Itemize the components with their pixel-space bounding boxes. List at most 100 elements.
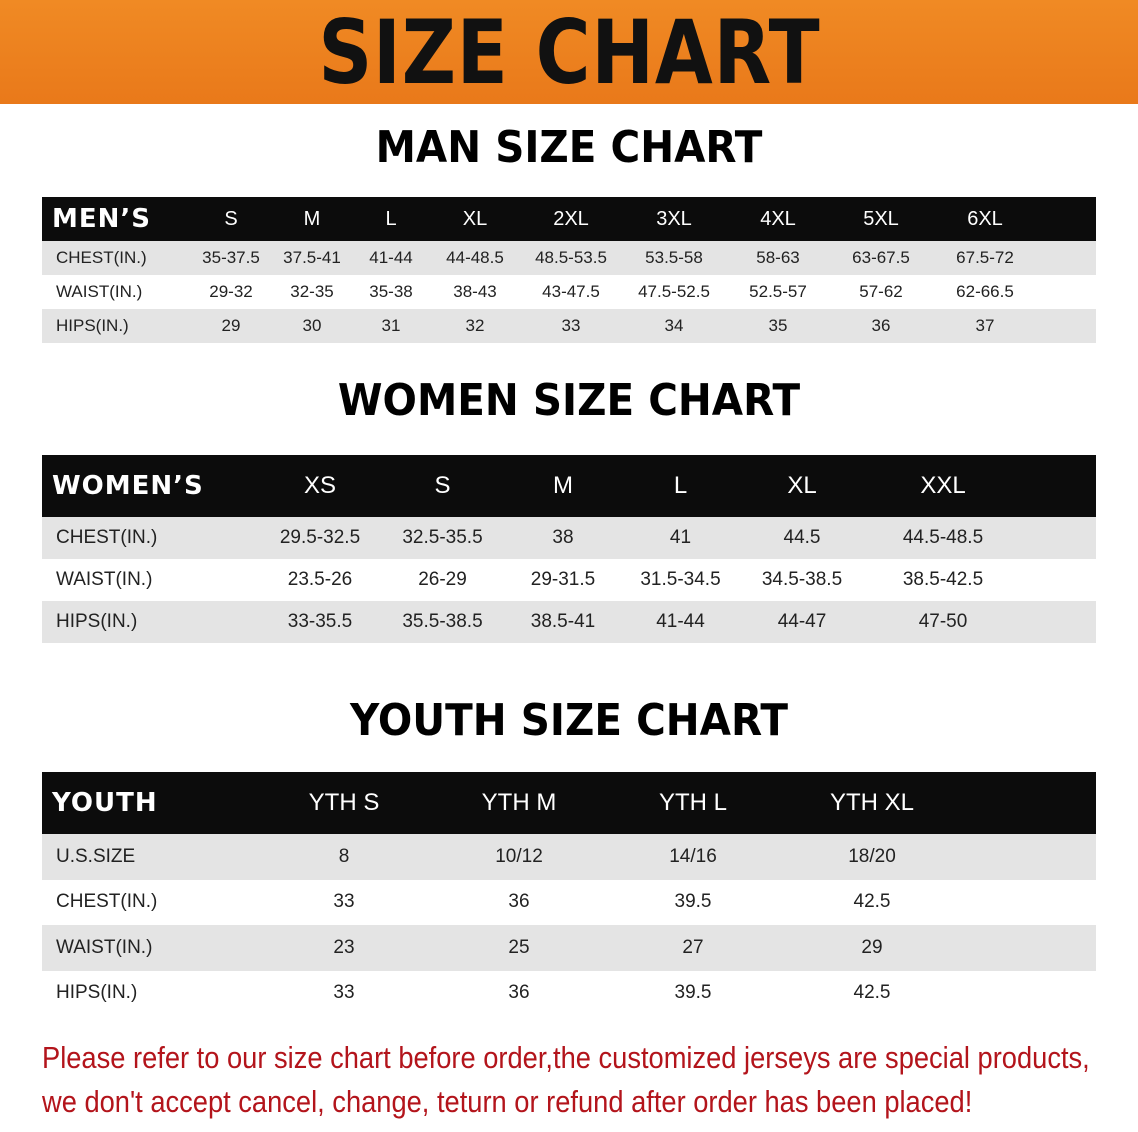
column-header: L	[385, 207, 397, 230]
table-cell: 44.5-48.5	[902, 527, 984, 548]
row-label: CHEST(IN.)	[56, 527, 158, 548]
table-cell: 29	[221, 316, 241, 335]
column-header: M	[303, 207, 321, 230]
table-cell: 37.5-41	[283, 248, 341, 267]
table-cell: 38.5-42.5	[902, 569, 984, 590]
table-cell: 33	[333, 891, 355, 913]
table-row: U.S.SIZE 8 10/12 14/16 18/20	[42, 834, 1096, 880]
table-cell: 27	[682, 936, 704, 958]
table-cell: 30	[302, 316, 322, 335]
table-cell: 48.5-53.5	[535, 248, 607, 267]
header-row: MEN’S S M L XL 2XL 3XL 4XL 5XL 6XL	[42, 197, 1096, 241]
column-header: YTH S	[308, 789, 380, 816]
table-cell: 37	[975, 316, 995, 335]
women-size-table: WOMEN’S XS S M L XL XXL CHEST(IN.) 29.5-32.5 32.5…	[42, 455, 1096, 643]
table-cell: 52.5-57	[749, 282, 807, 301]
table-cell: 34	[664, 316, 684, 335]
banner-title: SIZE CHART	[317, 0, 821, 104]
column-header: L	[673, 472, 688, 499]
table-cell: 33	[333, 982, 355, 1004]
column-header: XL	[787, 472, 817, 499]
table-cell: 47-50	[918, 611, 968, 632]
header-row: YOUTH YTH S YTH M YTH L YTH XL	[42, 772, 1096, 834]
column-header: 6XL	[967, 207, 1003, 230]
table-row: CHEST(IN.) 33 36 39.5 42.5	[42, 879, 1096, 925]
table-cell: 36	[871, 316, 891, 335]
men-size-table: MEN’S S M L XL 2XL 3XL 4XL 5XL 6XL CHEST(IN.) 35-37…	[42, 197, 1096, 343]
table-cell: 34.5-38.5	[761, 569, 843, 590]
row-label: WAIST(IN.)	[56, 282, 143, 301]
table-cell: 41-44	[369, 248, 413, 267]
table-cell: 67.5-72	[956, 248, 1014, 267]
table-row: CHEST(IN.) 35-37.5 37.5-41 41-44 44-48.5 48.5…	[42, 241, 1096, 275]
notice-line: Please refer to our size chart before or…	[42, 1040, 1090, 1075]
column-header: YTH M	[481, 789, 557, 816]
column-header: XS	[303, 472, 336, 499]
table-cell: 29	[861, 936, 883, 958]
banner: SIZE CHART	[0, 0, 1138, 104]
table-cell: 36	[508, 982, 530, 1004]
table-cell: 42.5	[853, 982, 891, 1004]
row-label: HIPS(IN.)	[56, 611, 138, 632]
table-cell: 35-38	[369, 282, 413, 301]
column-header: M	[553, 472, 573, 499]
table-row: WAIST(IN.) 23 25 27 29	[42, 925, 1096, 971]
column-header: 4XL	[760, 207, 796, 230]
table-row: CHEST(IN.) 29.5-32.5 32.5-35.5 38 41 44.5 44.5…	[42, 517, 1096, 559]
row-label: HIPS(IN.)	[56, 316, 129, 335]
table-cell: 33	[561, 316, 581, 335]
table-row: HIPS(IN.) 33 36 39.5 42.5	[42, 970, 1096, 1016]
table-cell: 31	[381, 316, 401, 335]
table-cell: 18/20	[848, 845, 896, 867]
table-cell: 36	[508, 891, 530, 913]
row-label: HIPS(IN.)	[56, 982, 138, 1004]
table-cell: 32-35	[290, 282, 334, 301]
table-cell: 33-35.5	[287, 611, 353, 632]
table-row: HIPS(IN.) 33-35.5 35.5-38.5 38.5-41 41-44 44-…	[42, 601, 1096, 643]
table-cell: 44-47	[777, 611, 827, 632]
table-cell: 44.5	[783, 527, 821, 548]
table-cell: 58-63	[756, 248, 800, 267]
table-cell: 53.5-58	[645, 248, 703, 267]
table-cell: 32	[465, 316, 485, 335]
men-section-title: MAN SIZE CHART	[375, 122, 763, 173]
table-row: WAIST(IN.) 23.5-26 26-29 29-31.5 31.5-34.5 34…	[42, 559, 1096, 601]
table-cell: 14/16	[669, 845, 717, 867]
table-corner-label: YOUTH	[52, 788, 158, 818]
table-cell: 35-37.5	[202, 248, 260, 267]
order-notice: Please refer to our size chart before or…	[42, 1036, 1090, 1124]
table-cell: 38-43	[453, 282, 497, 301]
table-cell: 29.5-32.5	[279, 527, 361, 548]
table-cell: 41	[669, 527, 692, 548]
column-header: YTH XL	[829, 789, 915, 816]
table-cell: 35	[768, 316, 788, 335]
table-row: WAIST(IN.) 29-32 32-35 35-38 38-43 43-47.5 47.…	[42, 275, 1096, 309]
table-cell: 38.5-41	[530, 611, 596, 632]
table-cell: 23.5-26	[287, 569, 353, 590]
column-header: S	[434, 472, 451, 499]
table-cell: 63-67.5	[852, 248, 910, 267]
table-cell: 29-32	[209, 282, 253, 301]
table-cell: 25	[508, 936, 530, 958]
table-cell: 43-47.5	[542, 282, 600, 301]
table-cell: 35.5-38.5	[402, 611, 483, 632]
column-header: 5XL	[863, 207, 899, 230]
table-cell: 29-31.5	[530, 569, 596, 590]
table-cell: 26-29	[418, 569, 467, 590]
notice-line: we don't accept cancel, change, teturn o…	[42, 1084, 973, 1119]
table-cell: 41-44	[656, 611, 705, 632]
header-row: WOMEN’S XS S M L XL XXL	[42, 455, 1096, 517]
table-cell: 57-62	[859, 282, 903, 301]
table-cell: 8	[338, 845, 350, 867]
table-cell: 31.5-34.5	[640, 569, 721, 590]
table-cell: 47.5-52.5	[638, 282, 710, 301]
youth-section-title: YOUTH SIZE CHART	[350, 695, 788, 746]
table-cell: 44-48.5	[446, 248, 504, 267]
table-cell: 10/12	[495, 845, 543, 867]
table-cell: 62-66.5	[956, 282, 1014, 301]
row-label: CHEST(IN.)	[56, 891, 158, 913]
table-cell: 23	[333, 936, 355, 958]
youth-size-table: YOUTH YTH S YTH M YTH L YTH XL U.S.SIZE 8 10/12…	[42, 772, 1096, 1016]
column-header: XL	[462, 207, 488, 230]
column-header: S	[224, 207, 238, 230]
